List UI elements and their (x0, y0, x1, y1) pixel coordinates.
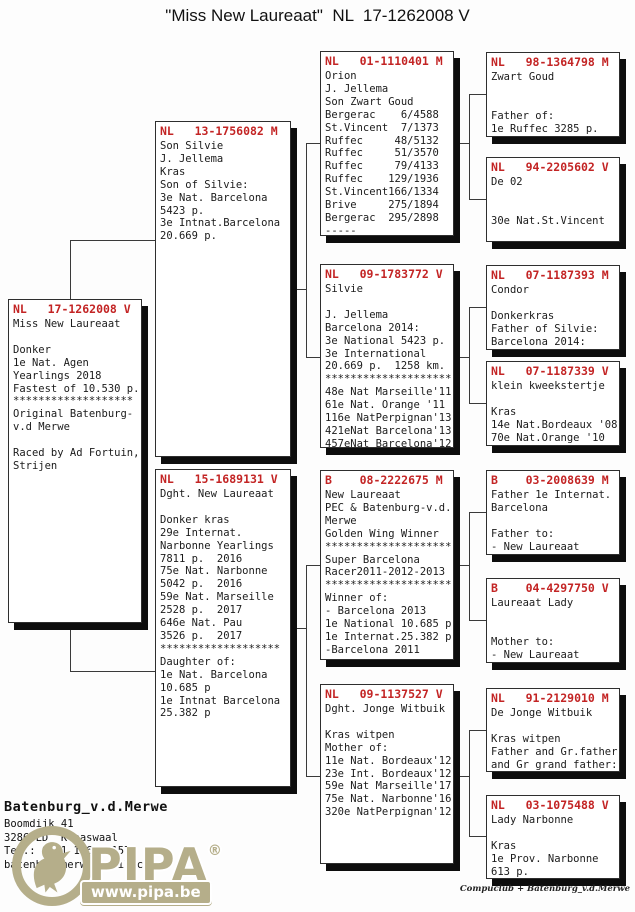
connector-line (469, 307, 470, 404)
connector-line (469, 94, 470, 200)
pedigree-box-g3-1: NL 01-1110401 M Orion J. Jellema Son Zwa… (320, 51, 454, 237)
ring-number: B 08-2222675 M (325, 473, 443, 487)
pedigree-notes: Miss New Laureaat Donker 1e Nat. Agen Ye… (13, 318, 140, 472)
connector-line (469, 620, 486, 621)
pedigree-notes: New Laureaat PEC & Batenburg-v.d. Merwe … (325, 489, 452, 656)
loft-block: Batenburg_v.d.Merwe Boomdijk 41 3286 LD … (4, 799, 168, 872)
connector-line (306, 565, 321, 566)
pedigree-notes: De 02 30e Nat.St.Vincent (491, 176, 605, 227)
connector-line (469, 730, 486, 731)
pedigree-notes: klein kweekstertje Kras 14e Nat.Bordeaux… (491, 380, 618, 444)
ring-number: NL 03-1075488 V (491, 798, 609, 812)
pedigree-notes: Dght. Jonge Witbuik Kras witpen Mother o… (325, 703, 452, 819)
pedigree-notes: Orion J. Jellema Son Zwart Goud Bergerac… (325, 70, 439, 237)
pedigree-box-g4-8: NL 03-1075488 V Lady Narbonne Kras 1e Pr… (486, 795, 620, 879)
connector-line (469, 403, 486, 404)
ring-number: NL 13-1756082 M (160, 124, 278, 138)
pedigree-box-g4-1: NL 98-1364798 M Zwart Goud Father of: 1e… (486, 52, 620, 137)
connector-line (70, 240, 156, 241)
connector-line (291, 628, 307, 629)
pedigree-notes: Son Silvie J. Jellema Kras Son of Silvie… (160, 140, 281, 243)
pedigree-box-g3-2: NL 09-1783772 V Silvie J. Jellema Barcel… (320, 264, 454, 450)
connector-line (306, 776, 321, 777)
pedigree-box-dam: NL 15-1689131 V Dght. New Laureaat Donke… (155, 469, 291, 787)
ring-number: NL 94-2205602 V (491, 160, 609, 174)
pedigree-box-g4-7: NL 91-2129010 M De Jonge Witbuik Kras wi… (486, 688, 620, 772)
pedigree-notes: Dght. New Laureaat Donker kras 29e Inter… (160, 488, 281, 720)
connector-line (306, 143, 307, 358)
ring-number: NL 98-1364798 M (491, 55, 609, 69)
ring-number: B 03-2008639 M (491, 473, 609, 487)
connector-line (306, 143, 321, 144)
ring-number: NL 07-1187393 M (491, 268, 609, 282)
pedigree-notes: Silvie J. Jellema Barcelona 2014: 3e Nat… (325, 283, 452, 450)
connector-line (469, 512, 486, 513)
connector-line (454, 776, 470, 777)
connector-line (291, 289, 307, 290)
pedigree-notes: Father 1e Internat. Barcelona Father to:… (491, 489, 612, 553)
ring-number: NL 17-1262008 V (13, 302, 131, 316)
registered-mark: ® (207, 843, 222, 859)
ring-number: NL 15-1689131 V (160, 472, 278, 486)
connector-line (469, 836, 486, 837)
credit-line: Compuclub + Batenburg_v.d.Merwe (459, 884, 630, 894)
pedigree-notes: Zwart Goud Father of: 1e Ruffec 3285 p. (491, 71, 599, 135)
connector-line (469, 199, 486, 200)
connector-line (306, 565, 307, 777)
pedigree-box-g4-2: NL 94-2205602 V De 02 30e Nat.St.Vincent (486, 157, 620, 242)
pedigree-box-g4-5: B 03-2008639 M Father 1e Internat. Barce… (486, 470, 620, 555)
pedigree-box-g3-4: NL 09-1137527 V Dght. Jonge Witbuik Kras… (320, 684, 454, 864)
pedigree-notes: Lady Narbonne Kras 1e Prov. Narbonne 613… (491, 814, 599, 878)
connector-line (454, 357, 470, 358)
connector-line (306, 357, 321, 358)
pedigree-box-g4-6: B 04-4297750 V Laureaat Lady Mother to: … (486, 578, 620, 663)
ring-number: NL 91-2129010 M (491, 691, 609, 705)
page-title: "Miss New Laureaat" NL 17-1262008 V (165, 6, 470, 25)
ring-number: NL 01-1110401 M (325, 54, 443, 68)
pedigree-box-g4-3: NL 07-1187393 M Condor Donkerkras Father… (486, 265, 620, 350)
pedigree-box-subject: NL 17-1262008 V Miss New Laureaat Donker… (8, 299, 142, 623)
ring-number: NL 09-1137527 V (325, 687, 443, 701)
connector-line (70, 671, 156, 672)
pedigree-box-g3-3: B 08-2222675 M New Laureaat PEC & Batenb… (320, 470, 454, 660)
pedigree-notes: De Jonge Witbuik Kras witpen Father and … (491, 707, 618, 771)
loft-address: Boomdijk 41 3286 LD Klaaswaal Tel.: 0031… (4, 818, 156, 871)
loft-name: Batenburg_v.d.Merwe (4, 799, 168, 815)
connector-line (454, 565, 470, 566)
connector-line (469, 94, 486, 95)
connector-line (469, 730, 470, 837)
ring-number: NL 09-1783772 V (325, 267, 443, 281)
pedigree-box-g4-4: NL 07-1187339 V klein kweekstertje Kras … (486, 361, 620, 446)
pedigree-box-sire: NL 13-1756082 M Son Silvie J. Jellema Kr… (155, 121, 291, 457)
connector-line (469, 512, 470, 621)
pedigree-notes: Laureaat Lady Mother to: - New Laureaat (491, 597, 580, 661)
ring-number: NL 07-1187339 V (491, 364, 609, 378)
connector-line (469, 307, 486, 308)
ring-number: B 04-4297750 V (491, 581, 609, 595)
pedigree-notes: Condor Donkerkras Father of Silvie: Barc… (491, 284, 599, 348)
connector-line (454, 143, 470, 144)
